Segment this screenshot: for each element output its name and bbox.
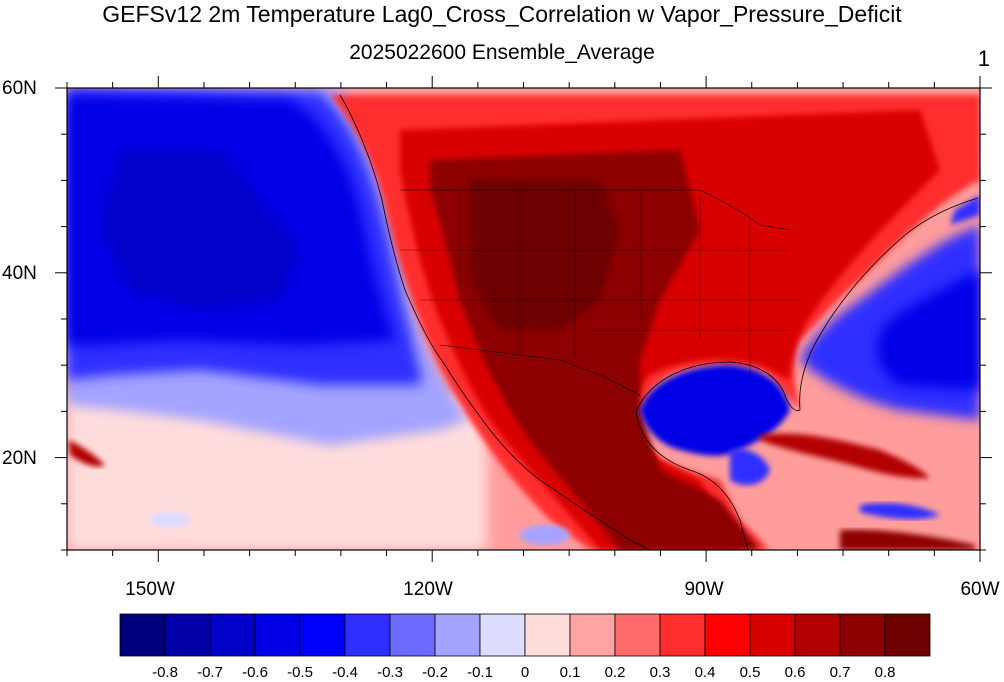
colorbar-tick-label: 0.1	[559, 664, 581, 681]
lon-label-150w: 150W	[125, 579, 175, 600]
colorbar-tick-label: -0.7	[197, 664, 223, 681]
map-title: GEFSv12 2m Temperature Lag0_Cross_Correl…	[102, 1, 902, 27]
lon-label-90w: 90W	[684, 579, 724, 600]
lon-label-120w: 120W	[403, 579, 453, 600]
colorbar-tick-label: -0.4	[332, 664, 358, 681]
colorbar-tick-label: 0.4	[694, 664, 716, 681]
colorbar-tick-label: 0.2	[604, 664, 626, 681]
colorbar-tick-label: 0.6	[784, 664, 806, 681]
panel-number: 1	[977, 46, 990, 71]
map-subtitle: 2025022600 Ensemble_Average	[349, 41, 655, 64]
axis-ticks	[55, 76, 992, 562]
colorbar-tick-label: 0.3	[649, 664, 671, 681]
colorbar-tick-label: -0.8	[152, 664, 178, 681]
lat-label-20n: 20N	[2, 448, 37, 469]
colorbar-tick-label: 0.8	[874, 664, 896, 681]
colorbar-tick-label: -0.3	[377, 664, 403, 681]
colorbar-tick-label: -0.6	[242, 664, 268, 681]
colorbar-tick-label: -0.1	[467, 664, 493, 681]
map-field	[67, 88, 980, 550]
colorbar-tick-label: 0.5	[739, 664, 761, 681]
lat-label-40n: 40N	[2, 263, 37, 284]
lat-label-60n: 60N	[2, 78, 37, 99]
colorbar-tick-label: 0	[520, 664, 530, 681]
colorbar-tick-label: -0.2	[422, 664, 448, 681]
lon-label-60w: 60W	[960, 579, 1000, 600]
colorbar-tick-label: 0.7	[829, 664, 851, 681]
colorbar-tick-label: -0.5	[287, 664, 313, 681]
